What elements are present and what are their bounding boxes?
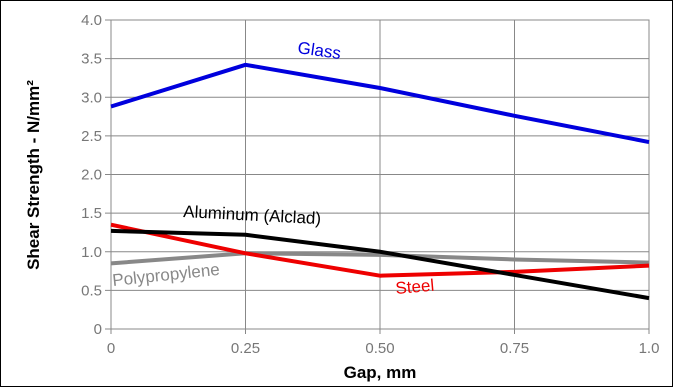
y-tick-label: 0.5: [81, 282, 102, 299]
x-tick-label: 0.75: [500, 340, 529, 357]
y-tick-label: 0: [94, 321, 102, 338]
y-tick-label: 3.5: [81, 51, 102, 68]
x-tick-label: 1.0: [639, 340, 660, 357]
x-axis-title: Gap, mm: [344, 363, 417, 382]
y-tick-label: 2.0: [81, 167, 102, 184]
series-line-aluminum-alclad: [110, 228, 650, 301]
y-tick-label: 2.5: [81, 128, 102, 145]
y-tick-label: 4.0: [81, 12, 102, 29]
series-line-polypropylene: [110, 251, 650, 266]
y-axis-ticks: 0 0.5 1.0 1.5 2.0 2.5 3.0 3.5 4.0: [81, 12, 111, 338]
series-lines: [110, 62, 650, 301]
x-tick-label: 0.25: [231, 340, 260, 357]
y-tick-label: 1.0: [81, 244, 102, 261]
y-tick-label: 1.5: [81, 205, 102, 222]
y-axis-title: Shear Strength - N/mm²: [24, 80, 43, 270]
x-axis-ticks: 0 0.25 0.50 0.75 1.0: [107, 329, 660, 357]
x-tick-label: 0: [107, 340, 115, 357]
x-tick-label: 0.50: [365, 340, 394, 357]
y-tick-label: 3.0: [81, 89, 102, 106]
series-line-glass: [110, 62, 650, 145]
gridlines: [110, 19, 650, 330]
series-label-steel: Steel: [395, 276, 435, 298]
series-line-steel: [110, 222, 650, 278]
